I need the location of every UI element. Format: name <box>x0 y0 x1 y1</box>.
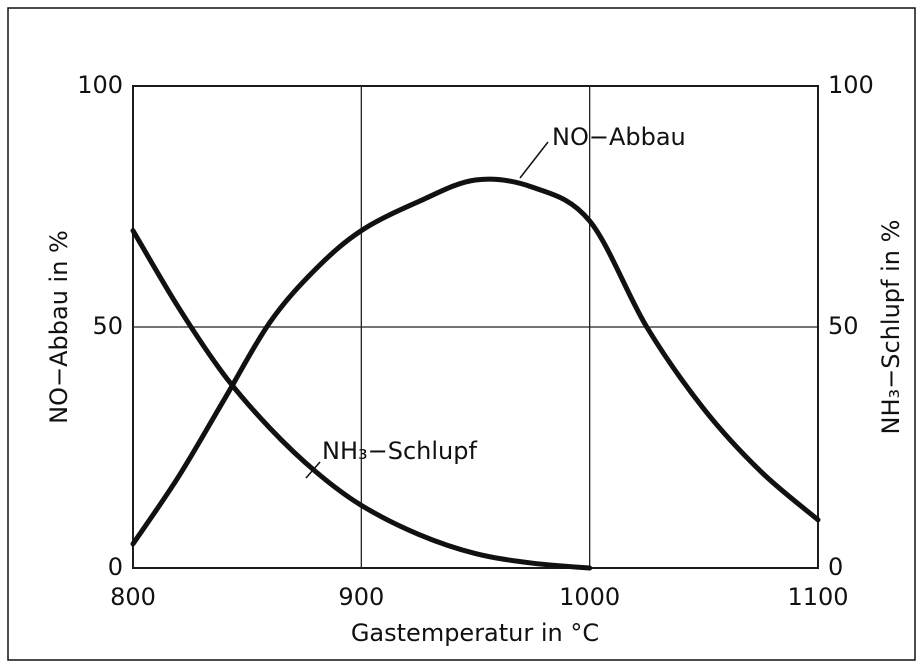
x-tick-label: 900 <box>338 583 384 611</box>
data-line <box>130 176 821 547</box>
series-label: NH₃−Schlupf <box>322 437 477 465</box>
x-tick-label: 1000 <box>559 583 620 611</box>
x-tick-label: 1100 <box>787 583 848 611</box>
y-tick-label: 0 <box>108 553 123 581</box>
y-axis-label: NO−Abbau in % <box>45 230 73 424</box>
data-line <box>130 228 593 571</box>
x-tick-label: 800 <box>110 583 156 611</box>
y-tick-label: 100 <box>77 71 123 99</box>
x-axis-label: Gastemperatur in °C <box>351 619 599 647</box>
frame <box>7 7 916 661</box>
series-label: NO−Abbau <box>552 123 686 151</box>
y2-tick-label: 100 <box>828 71 874 99</box>
leader-line <box>519 141 549 179</box>
y2-tick-label: 50 <box>828 312 859 340</box>
y2-tick-label: 0 <box>828 553 843 581</box>
y2-axis-label: NH₃−Schlupf in % <box>877 220 905 435</box>
y-tick-label: 50 <box>92 312 123 340</box>
